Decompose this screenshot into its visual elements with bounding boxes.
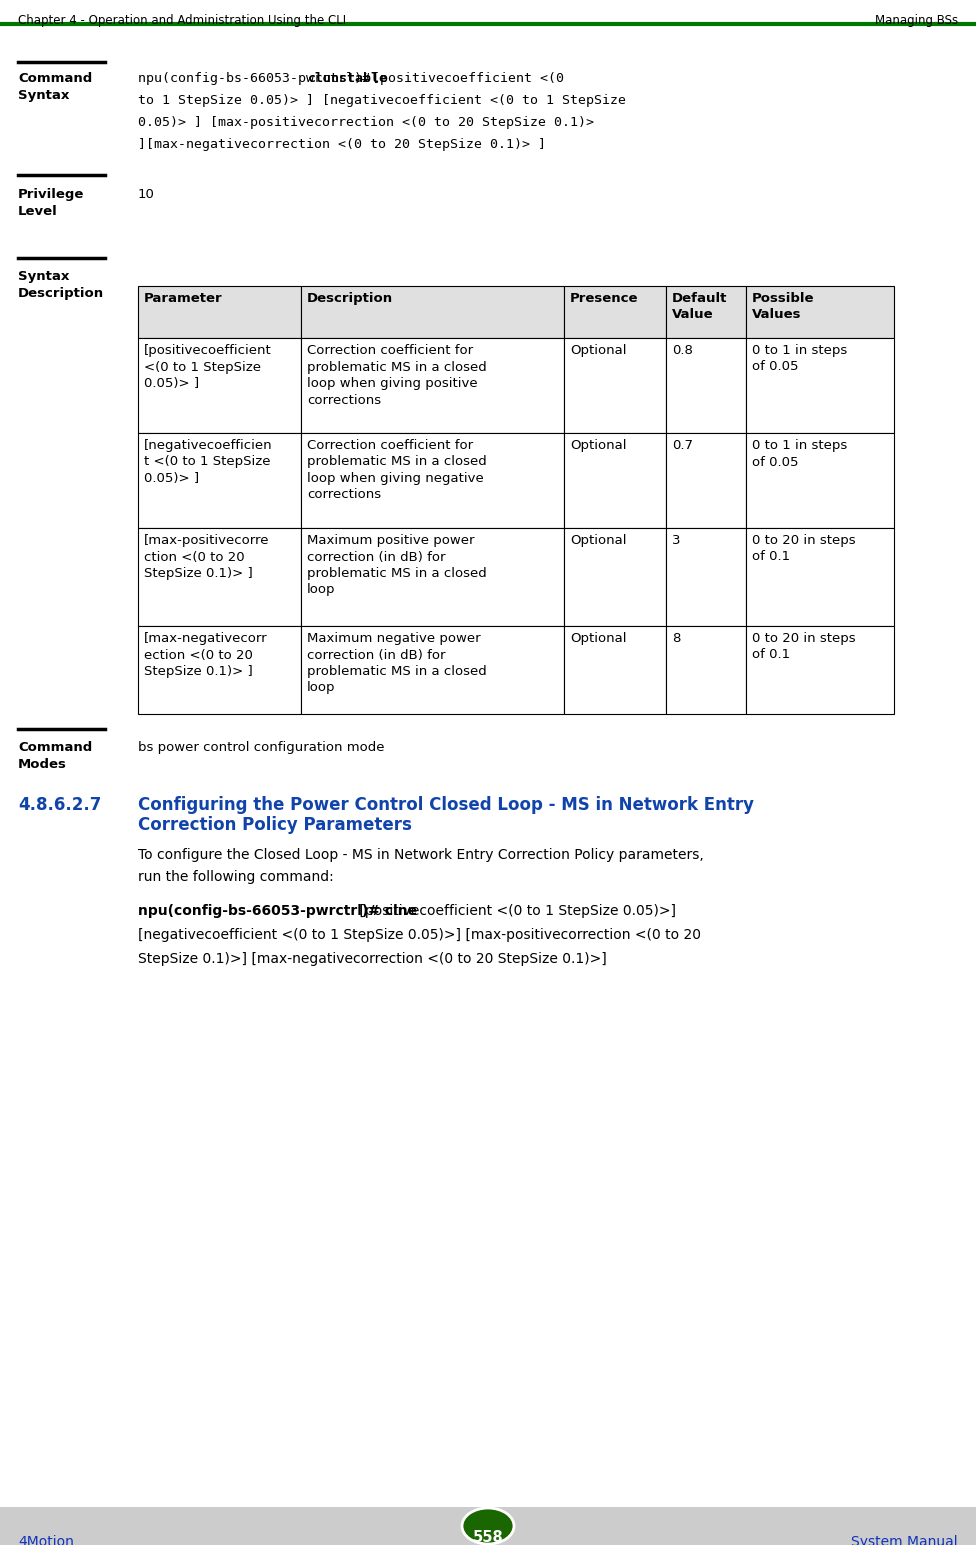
Text: Command: Command (18, 73, 93, 85)
Text: Command: Command (18, 742, 93, 754)
Text: Optional: Optional (570, 535, 627, 547)
Text: npu(config-bs-66053-pwrctrl)# clne: npu(config-bs-66053-pwrctrl)# clne (138, 904, 417, 918)
Text: 0.05)> ] [max-positivecorrection <(0 to 20 StepSize 0.1)>: 0.05)> ] [max-positivecorrection <(0 to … (138, 116, 594, 128)
Text: Chapter 4 - Operation and Administration Using the CLI: Chapter 4 - Operation and Administration… (18, 14, 346, 26)
Text: npu(config-bs-66053-pwrctrl)#: npu(config-bs-66053-pwrctrl)# (138, 73, 378, 85)
Text: Correction coefficient for
problematic MS in a closed
loop when giving negative
: Correction coefficient for problematic M… (307, 439, 487, 502)
Ellipse shape (462, 1508, 514, 1543)
Text: Managing BSs: Managing BSs (874, 14, 958, 26)
Text: StepSize 0.1)>] [max-negativecorrection <(0 to 20 StepSize 0.1)>]: StepSize 0.1)>] [max-negativecorrection … (138, 952, 607, 966)
Text: 558: 558 (472, 1530, 504, 1545)
Text: Configuring the Power Control Closed Loop - MS in Network Entry: Configuring the Power Control Closed Loo… (138, 796, 754, 814)
Text: Optional: Optional (570, 439, 627, 453)
Text: Modes: Modes (18, 759, 67, 771)
Bar (301, 528, 564, 626)
Text: Maximum positive power
correction (in dB) for
problematic MS in a closed
loop: Maximum positive power correction (in dB… (307, 535, 487, 596)
Text: Maximum negative power
correction (in dB) for
problematic MS in a closed
loop: Maximum negative power correction (in dB… (307, 632, 487, 695)
Text: To configure the Closed Loop - MS in Network Entry Correction Policy parameters,: To configure the Closed Loop - MS in Net… (138, 848, 704, 862)
Text: Syntax: Syntax (18, 90, 69, 102)
Text: Presence: Presence (570, 292, 638, 304)
Bar (666, 338, 746, 433)
Text: [max-negativecorr
ection <(0 to 20
StepSize 0.1)> ]: [max-negativecorr ection <(0 to 20 StepS… (144, 632, 267, 678)
Text: Correction coefficient for
problematic MS in a closed
loop when giving positive
: Correction coefficient for problematic M… (307, 345, 487, 406)
Text: [positivecoefficient
<(0 to 1 StepSize
0.05)> ]: [positivecoefficient <(0 to 1 StepSize 0… (144, 345, 271, 389)
Bar (138, 338, 301, 433)
Text: Parameter: Parameter (144, 292, 223, 304)
Bar (301, 433, 564, 528)
Text: to 1 StepSize 0.05)> ] [negativecoefficient <(0 to 1 StepSize: to 1 StepSize 0.05)> ] [negativecoeffici… (138, 94, 626, 107)
Bar (666, 286, 746, 338)
Text: bs power control configuration mode: bs power control configuration mode (138, 742, 385, 754)
Text: ][max-negativecorrection <(0 to 20 StepSize 0.1)> ]: ][max-negativecorrection <(0 to 20 StepS… (138, 138, 546, 151)
Text: 0.7: 0.7 (672, 439, 693, 453)
Text: [negativecoefficien
t <(0 to 1 StepSize
0.05)> ]: [negativecoefficien t <(0 to 1 StepSize … (144, 439, 272, 485)
Bar (0, 1506, 976, 1545)
Bar (564, 626, 666, 714)
Bar (746, 286, 894, 338)
Text: clunstable: clunstable (307, 73, 387, 85)
Text: [positivecoefficient <(0: [positivecoefficient <(0 (364, 73, 564, 85)
Text: 0 to 20 in steps
of 0.1: 0 to 20 in steps of 0.1 (752, 535, 856, 564)
Text: 4.8.6.2.7: 4.8.6.2.7 (18, 796, 102, 814)
Text: Possible
Values: Possible Values (752, 292, 815, 321)
Text: 0 to 1 in steps
of 0.05: 0 to 1 in steps of 0.05 (752, 439, 847, 468)
Bar (301, 626, 564, 714)
Text: 10: 10 (138, 188, 155, 201)
Text: Syntax: Syntax (18, 270, 69, 283)
Text: Privilege: Privilege (18, 188, 84, 201)
Text: Description: Description (18, 287, 104, 300)
Text: System Manual: System Manual (851, 1536, 958, 1545)
Text: Level: Level (18, 205, 58, 218)
Bar (746, 528, 894, 626)
Bar (666, 528, 746, 626)
Bar (138, 286, 301, 338)
Text: [max-positivecorre
ction <(0 to 20
StepSize 0.1)> ]: [max-positivecorre ction <(0 to 20 StepS… (144, 535, 269, 579)
Bar (301, 338, 564, 433)
Bar (564, 338, 666, 433)
Text: Description: Description (307, 292, 393, 304)
Bar (746, 626, 894, 714)
Text: Optional: Optional (570, 632, 627, 644)
Text: Default
Value: Default Value (672, 292, 727, 321)
Bar (666, 626, 746, 714)
Text: 8: 8 (672, 632, 680, 644)
Text: 0 to 1 in steps
of 0.05: 0 to 1 in steps of 0.05 (752, 345, 847, 374)
Bar (746, 338, 894, 433)
Text: 3: 3 (672, 535, 680, 547)
Text: [positivecoefficient <(0 to 1 StepSize 0.05)>]: [positivecoefficient <(0 to 1 StepSize 0… (354, 904, 675, 918)
Bar (564, 433, 666, 528)
Text: Correction Policy Parameters: Correction Policy Parameters (138, 816, 412, 834)
Bar (564, 286, 666, 338)
Text: [negativecoefficient <(0 to 1 StepSize 0.05)>] [max-positivecorrection <(0 to 20: [negativecoefficient <(0 to 1 StepSize 0… (138, 929, 701, 942)
Text: 0 to 20 in steps
of 0.1: 0 to 20 in steps of 0.1 (752, 632, 856, 661)
Bar (746, 433, 894, 528)
Text: Optional: Optional (570, 345, 627, 357)
Bar (666, 433, 746, 528)
Text: 0.8: 0.8 (672, 345, 693, 357)
Text: 4Motion: 4Motion (18, 1536, 74, 1545)
Bar (138, 433, 301, 528)
Bar (301, 286, 564, 338)
Bar (138, 626, 301, 714)
Text: run the following command:: run the following command: (138, 870, 334, 884)
Bar (138, 528, 301, 626)
Bar (564, 528, 666, 626)
